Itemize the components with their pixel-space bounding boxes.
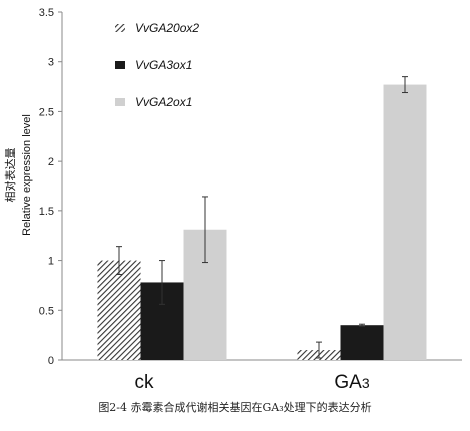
category-label-ck: ck [135, 372, 155, 393]
y-tick-label: 3.5 [39, 7, 54, 19]
y-axis-label-chinese: 相对表达量 [3, 148, 17, 203]
y-tick-label: 2.5 [39, 106, 54, 118]
y-axis-label-group: 相对表达量 Relative expression level [3, 114, 33, 236]
legend-swatch-vvga3ox1 [115, 61, 125, 69]
error-bars [116, 76, 408, 359]
y-tick-label: 1.5 [39, 206, 54, 218]
legend: VvGA20ox2 VvGA3ox1 VvGA2ox1 [115, 21, 199, 109]
legend-label-vvga3ox1: VvGA3ox1 [135, 58, 192, 72]
bar-vvga3ox1-ga3 [340, 325, 384, 360]
legend-label-vvga2ox1: VvGA2ox1 [135, 95, 192, 109]
bars [97, 84, 427, 360]
y-tick-label: 0.5 [39, 305, 54, 317]
y-tick-label: 2 [48, 156, 54, 168]
category-label-ga3: GA3 [334, 372, 369, 393]
y-ticks: 0 0.5 1 1.5 2 2.5 3 3.5 [39, 7, 62, 367]
category-labels: ck GA3 [135, 372, 370, 393]
bar-vvga20ox2-ck [97, 260, 141, 360]
y-tick-label: 1 [48, 256, 54, 268]
legend-label-vvga20ox2: VvGA20ox2 [135, 21, 199, 35]
legend-swatch-vvga2ox1 [115, 98, 125, 106]
y-axis-label: Relative expression level [21, 114, 33, 236]
expression-bar-chart: 相对表达量 Relative expression level 0 0.5 1 1.5… [3, 7, 462, 393]
y-tick-label: 0 [48, 355, 54, 367]
bar-vvga2ox1-ga3 [383, 84, 427, 360]
legend-swatch-vvga20ox2 [115, 24, 125, 32]
y-tick-label: 3 [48, 57, 54, 69]
figure-caption: 图2-4 赤霉素合成代谢相关基因在GA₃处理下的表达分析 [98, 401, 372, 414]
